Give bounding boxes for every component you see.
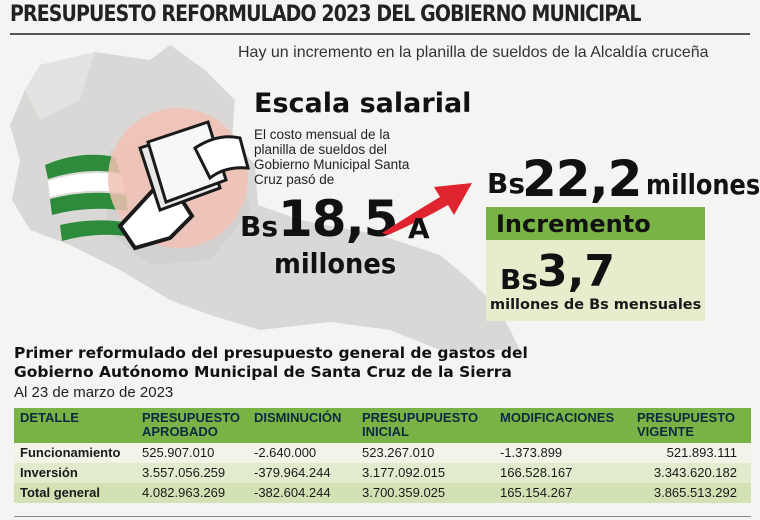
cell-vigente: 3.343.620.182 — [631, 463, 751, 483]
to-currency: Bs — [487, 167, 526, 200]
section-title: Escala salarial — [254, 88, 472, 119]
cell-aprobado: 3.557.056.259 — [136, 463, 248, 483]
to-amount: 22,2 — [522, 150, 642, 208]
increment-header — [486, 207, 705, 240]
cell-vigente: 521.893.111 — [631, 443, 751, 463]
cell-modificaciones: 166.528.167 — [494, 463, 631, 483]
table-row: Funcionamiento 525.907.010 -2.640.000 52… — [14, 443, 751, 463]
row-label: Funcionamiento — [14, 443, 136, 463]
increment-amount: 3,7 — [537, 246, 615, 297]
increment-label: Incremento — [496, 210, 651, 238]
increment-currency: Bs — [500, 263, 539, 296]
cell-inicial: 523.267.010 — [356, 443, 494, 463]
cell-inicial: 3.700.359.025 — [356, 483, 494, 503]
to-unit: millones — [646, 168, 760, 201]
col-modificaciones: MODIFICACIONES — [494, 408, 631, 443]
from-currency: Bs — [240, 210, 279, 243]
cell-modificaciones: -1.373.899 — [494, 443, 631, 463]
salary-description: El costo mensual de la planilla de sueld… — [254, 127, 410, 187]
increment-unit: millones de Bs mensuales — [490, 297, 702, 313]
title-divider — [10, 33, 750, 35]
table-row: Inversión 3.557.056.259 -379.964.244 3.1… — [14, 463, 751, 483]
cell-aprobado: 525.907.010 — [136, 443, 248, 463]
row-label: Total general — [14, 483, 136, 503]
page-subtitle: Hay un incremento en la planilla de suel… — [238, 44, 709, 61]
santa-cruz-flag-icon — [45, 154, 132, 241]
from-amount: 18,5 — [278, 190, 398, 248]
arrow-right-icon — [382, 183, 472, 235]
cell-disminucion: -2.640.000 — [248, 443, 356, 463]
table-title-line1: Primer reformulado del presupuesto gener… — [14, 344, 528, 362]
table-title: Primer reformulado del presupuesto gener… — [14, 344, 528, 382]
cell-vigente: 3.865.513.292 — [631, 483, 751, 503]
col-disminucion: DISMINUCIÓN — [248, 408, 356, 443]
cell-disminucion: -379.964.244 — [248, 463, 356, 483]
col-inicial: PRESUPUPUESTO INICIAL — [356, 408, 494, 443]
table-title-line2: Gobierno Autónomo Municipal de Santa Cru… — [14, 363, 512, 381]
page-title: PRESUPUESTO REFORMULADO 2023 DEL GOBIERN… — [10, 2, 641, 27]
table-row: Total general 4.082.963.269 -382.604.244… — [14, 483, 751, 503]
bottom-divider — [14, 516, 751, 517]
col-vigente: PRESUPUESTO VIGENTE — [631, 408, 751, 443]
row-label: Inversión — [14, 463, 136, 483]
col-aprobado: PRESUPUESTO APROBADO — [136, 408, 248, 443]
cell-modificaciones: 165.154.267 — [494, 483, 631, 503]
table-header-row: DETALLE PRESUPUESTO APROBADO DISMINUCIÓN… — [14, 408, 751, 443]
from-unit: millones — [274, 247, 397, 280]
col-detalle: DETALLE — [14, 408, 136, 443]
budget-table: DETALLE PRESUPUESTO APROBADO DISMINUCIÓN… — [14, 408, 751, 503]
hand-giving-money-icon — [108, 108, 250, 251]
table-date: Al 23 de marzo de 2023 — [14, 384, 174, 401]
cell-inicial: 3.177.092.015 — [356, 463, 494, 483]
cell-aprobado: 4.082.963.269 — [136, 483, 248, 503]
cell-disminucion: -382.604.244 — [248, 483, 356, 503]
connector-label: A — [408, 212, 430, 245]
